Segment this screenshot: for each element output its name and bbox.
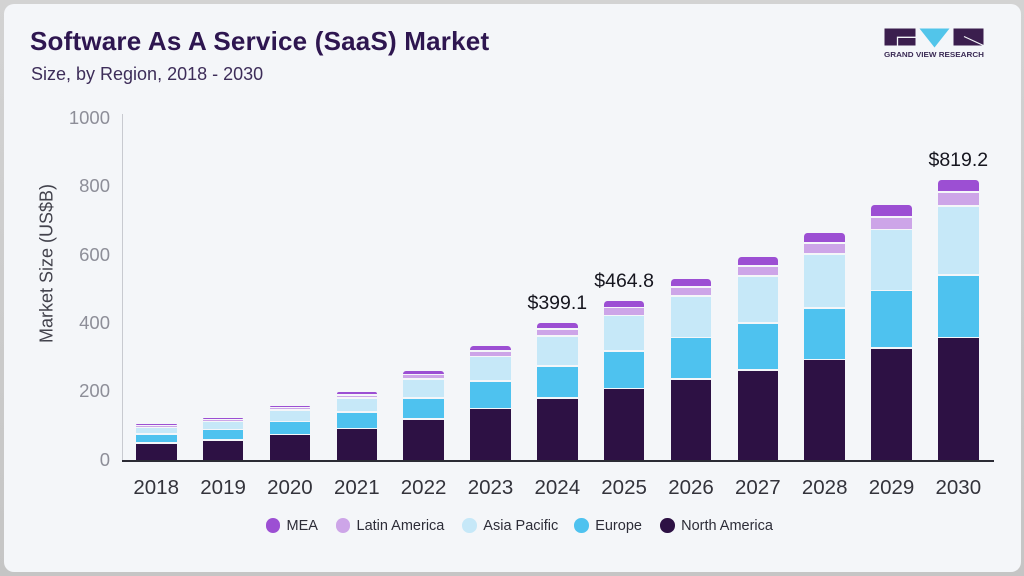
svg-text:GRAND VIEW RESEARCH: GRAND VIEW RESEARCH <box>884 49 984 58</box>
